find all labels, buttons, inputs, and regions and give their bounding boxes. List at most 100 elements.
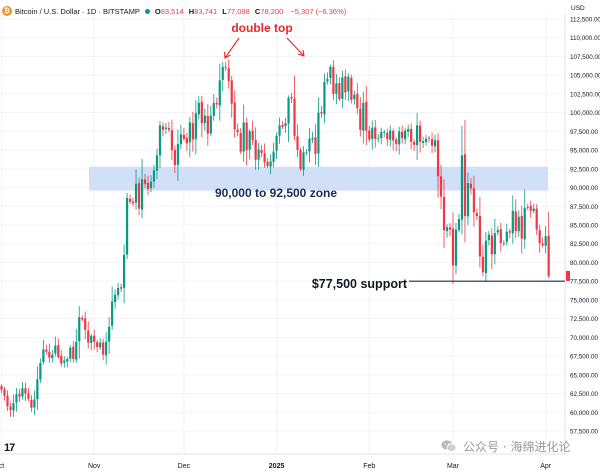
candle-body — [203, 115, 206, 124]
bitcoin-logo-icon: ₿ — [2, 6, 12, 16]
price-tick-label: 62,500.00 — [570, 391, 599, 398]
candle-body — [42, 349, 45, 363]
price-tick-label: 100,000.00 — [570, 110, 600, 117]
candle-body — [287, 97, 290, 124]
price-tick-label: 65,000.00 — [570, 372, 599, 379]
candle-body — [275, 135, 278, 151]
candle-body — [170, 130, 174, 151]
price-axis[interactable]: 57,500.00 60,000.00 62,500.00 65,000.00 67,5… — [570, 17, 600, 436]
price-tick-label: 87,500.00 — [570, 204, 599, 211]
candle-body — [81, 317, 84, 320]
candle-body — [18, 393, 21, 397]
candle-body — [66, 359, 69, 362]
candle-body — [371, 127, 374, 140]
candle-body — [278, 125, 281, 136]
candle-body — [227, 68, 230, 82]
candle-body — [0, 386, 3, 390]
change-value: −5,307 (−6.36%) — [290, 6, 347, 16]
double-top-arrow-right-head — [297, 49, 305, 57]
candle-body — [117, 287, 120, 296]
candle-body — [502, 242, 505, 244]
price-tick-label: 107,500.00 — [570, 54, 600, 61]
low-value: 77,098 — [226, 6, 250, 16]
candle-body — [362, 102, 365, 131]
candle-body — [239, 133, 242, 152]
candle-body — [248, 131, 251, 150]
candle-body — [535, 208, 538, 230]
candle-body — [206, 115, 209, 134]
candle-body — [99, 342, 102, 348]
candle-body — [96, 342, 99, 348]
candle-body — [475, 213, 479, 217]
candle-body — [395, 139, 398, 145]
candle-body — [57, 345, 60, 357]
candle-body — [305, 152, 308, 154]
candle-body — [505, 231, 508, 242]
candle-body — [448, 227, 452, 230]
time-tick-label: Feb — [363, 463, 375, 470]
symbol-header[interactable]: ₿ Bitcoin / U.S. Dollar · 1D · BITSTAMP … — [2, 4, 349, 18]
candle-body — [499, 229, 502, 243]
candle-body — [472, 188, 476, 213]
price-tick-label: 72,500.00 — [570, 316, 599, 323]
candle-body — [520, 216, 523, 239]
candle-body — [433, 140, 437, 147]
price-tick-label: 82,500.00 — [570, 241, 599, 248]
time-tick-label: Apr — [540, 463, 552, 470]
time-axis[interactable]: ct Nov Dec 2025 Feb Mar Apr — [0, 463, 552, 470]
price-tick-label: 105,000.00 — [570, 73, 600, 80]
candle-body — [293, 98, 296, 136]
time-tick-label: Nov — [88, 463, 101, 470]
candle-body — [386, 132, 389, 139]
candle-body — [427, 137, 431, 139]
price-tick-label: 97,500.00 — [570, 129, 599, 136]
candle-body — [365, 101, 368, 131]
time-tick-label: 2025 — [269, 463, 285, 470]
candle-body — [451, 228, 455, 266]
candle-body — [140, 179, 144, 210]
candle-body — [547, 235, 550, 276]
candle-body — [317, 112, 320, 154]
candle-body — [272, 151, 275, 162]
candle-body — [323, 81, 326, 115]
candle-body — [347, 76, 350, 92]
candle-body — [290, 96, 293, 99]
candle-body — [314, 137, 317, 154]
price-tick-label: 110,000.00 — [570, 35, 600, 42]
price-tick-label: 75,000.00 — [570, 297, 599, 304]
price-tick-label: 57,500.00 — [570, 429, 599, 436]
candle-body — [508, 231, 511, 233]
candle-body — [359, 108, 362, 130]
candle-body — [21, 388, 24, 397]
candle-body — [131, 201, 135, 204]
tradingview-logo-text: 17 — [4, 442, 15, 454]
candle-body — [242, 122, 245, 152]
candle-body — [404, 130, 407, 140]
candle-body — [197, 102, 200, 115]
candle-body — [212, 102, 215, 116]
candle-body — [416, 125, 419, 146]
candle-body — [78, 317, 81, 342]
wechat-icon — [441, 440, 457, 452]
candle-body — [454, 229, 458, 266]
price-tick-label: 102,500.00 — [570, 91, 600, 98]
candle-body — [478, 215, 481, 257]
candle-body — [544, 236, 547, 246]
candle-body — [260, 150, 263, 154]
candle-body — [33, 399, 36, 408]
candle-body — [209, 115, 212, 134]
price-tick-label: 67,500.00 — [570, 354, 599, 361]
candle-body — [158, 125, 162, 156]
high-label: H — [188, 6, 195, 16]
price-tick-label: 85,000.00 — [570, 223, 599, 230]
candle-body — [30, 399, 33, 408]
price-tick-label: 60,000.00 — [570, 410, 599, 417]
candle-body — [389, 130, 392, 140]
candle-body — [191, 123, 194, 140]
candle-body — [496, 230, 499, 233]
candle-body — [401, 131, 404, 139]
candle-body — [125, 198, 129, 255]
candle-body — [137, 183, 141, 209]
candle-body — [111, 301, 114, 326]
